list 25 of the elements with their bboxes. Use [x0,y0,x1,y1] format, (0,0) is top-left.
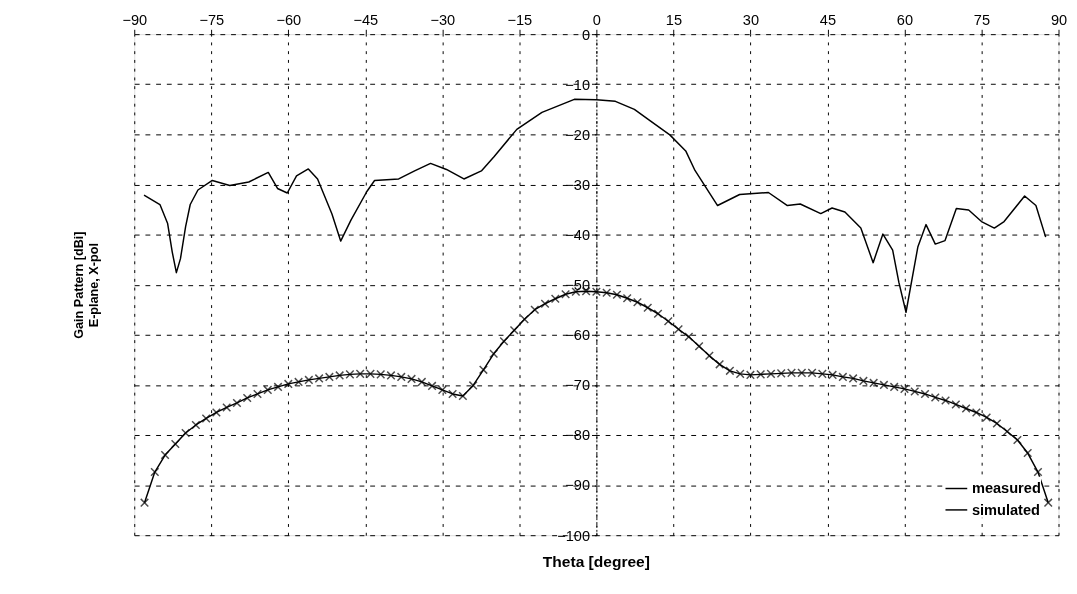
x-tick-label: 30 [742,11,760,28]
x-tick-label: 45 [819,11,837,28]
x-tick-label: 75 [973,11,991,28]
y-tick-label: −80 [565,427,591,444]
x-tick-label: 60 [896,11,914,28]
y-tick-label: −40 [565,226,591,243]
y-tick-label: −60 [565,327,591,344]
y-tick-label: −90 [565,477,591,494]
x-tick-label: 15 [665,11,682,28]
y-axis-title: Gain Pattern [dBi] E-plane, X-pol [72,231,101,339]
y-tick-label: −70 [565,377,591,394]
x-tick-label: −30 [430,11,456,28]
x-axis-title: Theta [degree] [542,553,650,571]
x-tick-label: −60 [276,11,302,28]
legend-label: simulated [971,501,1040,518]
x-tick-label: 90 [1050,11,1068,28]
x-tick-label: −75 [199,11,225,28]
x-tick-label: −90 [122,11,148,28]
x-tick-label: −15 [507,11,533,28]
y-tick-label: −100 [557,527,591,544]
y-tick-label: −10 [565,76,591,93]
legend-label: measured [971,480,1041,497]
y-tick-label: −30 [565,176,591,193]
x-tick-label: −45 [353,11,379,28]
y-tick-label: −20 [565,126,591,143]
